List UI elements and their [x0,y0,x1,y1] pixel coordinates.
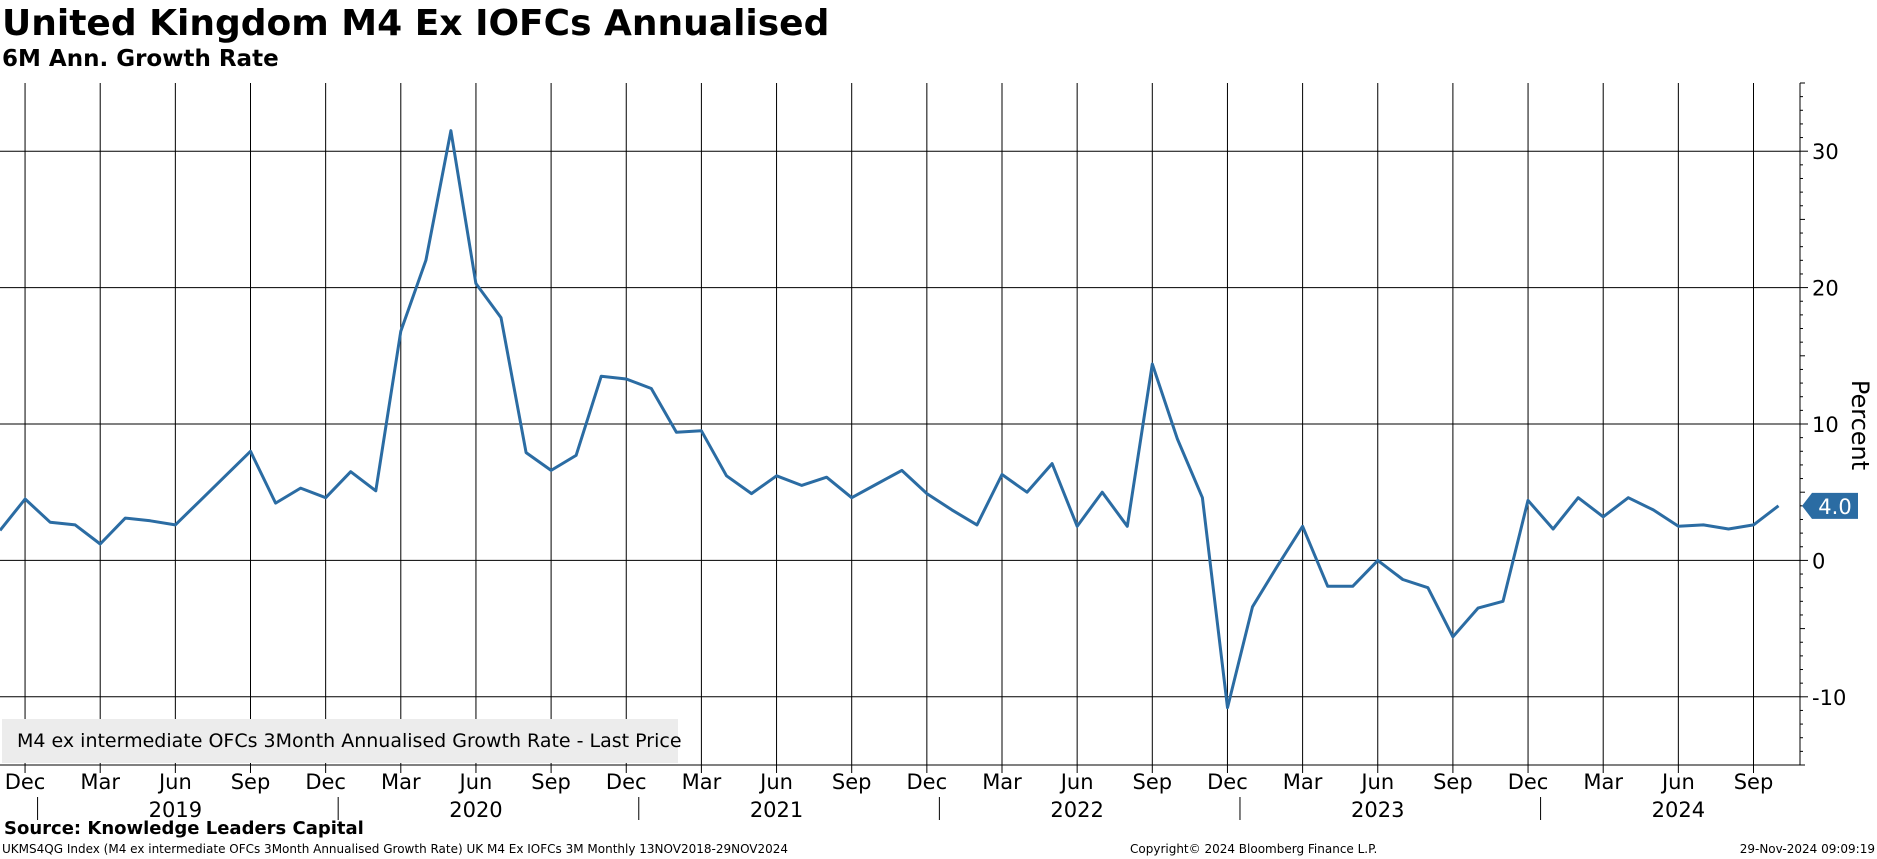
x-tick-label: Sep [231,770,271,794]
last-value-badge-bg [1802,492,1858,519]
x-tick-label: Dec [1207,770,1248,794]
last-value-label: 4.0 [1818,495,1851,519]
x-tick-label: Jun [758,770,793,794]
legend: M4 ex intermediate OFCs 3Month Annualise… [2,719,682,763]
x-tick-label: Dec [907,770,948,794]
x-tick-label: Dec [5,770,46,794]
ticker-description: UKMS4QG Index (M4 ex intermediate OFCs 3… [2,842,789,856]
x-tick-label: Jun [157,770,192,794]
x-tick-label: Jun [458,770,493,794]
timestamp: 29-Nov-2024 09:09:19 [1739,842,1875,856]
x-tick-label: Mar [80,770,120,794]
x-tick-label: Dec [606,770,647,794]
x-tick-label: Dec [305,770,346,794]
x-year-label: 2023 [1351,798,1404,822]
y-tick-label: 30 [1812,140,1839,164]
y-tick-label: 10 [1812,413,1839,437]
series-layer [0,129,1780,710]
y-axis-right: -10 0 10 20 30 [1799,82,1846,766]
x-tick-label: Jun [1660,770,1695,794]
x-tick-label: Jun [1359,770,1394,794]
copyright: Copyright© 2024 Bloomberg Finance L.P. [1130,842,1378,856]
legend-label: M4 ex intermediate OFCs 3Month Annualise… [17,730,682,752]
y-tick-label: -10 [1812,686,1846,710]
x-year-label: 2021 [750,798,803,822]
x-tick-label: Sep [1133,770,1173,794]
x-tick-label: Mar [982,770,1022,794]
last-value-badge: 4.0 [1802,492,1858,519]
x-tick-label: Mar [682,770,722,794]
horizontal-gridlines [0,150,1800,698]
x-tick-label: Dec [1508,770,1549,794]
x-axis: Dec Mar Jun Sep Dec Mar Jun Sep Dec Mar Jun Sep Dec M… [0,764,1800,822]
y-tick-label: 20 [1812,277,1839,301]
x-tick-label: Mar [1283,770,1323,794]
chart-title: United Kingdom M4 Ex IOFCs Annualised [2,3,830,44]
x-tick-label: Sep [832,770,872,794]
x-year-label: 2019 [149,798,202,822]
x-tick-label: Jun [1059,770,1094,794]
series-line [0,129,1780,710]
chart-subtitle: 6M Ann. Growth Rate [2,46,279,72]
x-year-label: 2024 [1652,798,1705,822]
x-tick-label: Mar [381,770,421,794]
x-year-label: 2022 [1050,798,1103,822]
source-note: Source: Knowledge Leaders Capital [4,818,364,839]
y-tick-label: 0 [1812,549,1825,573]
x-tick-label: Sep [1734,770,1774,794]
x-year-label: 2020 [449,798,502,822]
y-axis-label: Percent [1846,380,1874,470]
x-tick-label: Mar [1583,770,1623,794]
x-tick-label: Sep [1433,770,1473,794]
x-tick-label: Sep [531,770,571,794]
